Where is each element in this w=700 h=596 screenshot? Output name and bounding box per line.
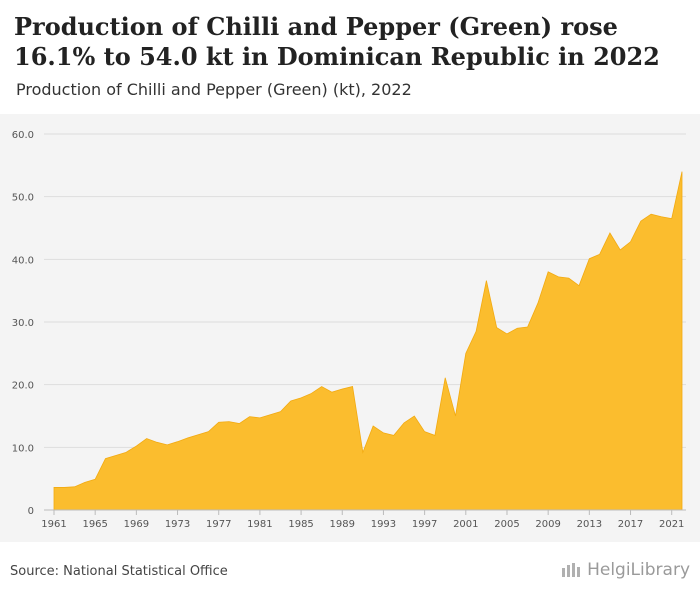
y-tick-label: 60.0: [12, 130, 34, 141]
production-area-series: [53, 171, 683, 511]
x-tick-label: 1969: [124, 519, 149, 530]
x-tick-label: 1961: [41, 519, 66, 530]
x-tick-label: 2001: [453, 519, 478, 530]
library-logo-icon: [562, 563, 581, 577]
y-tick-label: 0: [28, 506, 34, 517]
x-tick-label: 1965: [82, 519, 107, 530]
brand-name: HelgiLibrary: [587, 560, 690, 580]
x-tick-label: 1993: [371, 519, 396, 530]
x-tick-label: 2017: [618, 519, 643, 530]
chart-subtitle: Production of Chilli and Pepper (Green) …: [16, 80, 412, 99]
y-tick-label: 20.0: [12, 381, 34, 392]
y-tick-label: 10.0: [12, 443, 34, 454]
x-tick-label: 1977: [206, 519, 231, 530]
x-tick-label: 2009: [535, 519, 560, 530]
x-tick-label: 1973: [165, 519, 190, 530]
source-note: Source: National Statistical Office: [10, 564, 228, 579]
brand-logo: HelgiLibrary: [561, 560, 690, 580]
footer: Source: National Statistical Office Helg…: [0, 542, 700, 596]
x-tick-label: 2005: [494, 519, 519, 530]
y-tick-label: 50.0: [12, 193, 34, 204]
y-tick-label: 40.0: [12, 255, 34, 266]
x-tick-label: 1981: [247, 519, 272, 530]
x-tick-label: 1989: [330, 519, 355, 530]
x-tick-label: 1997: [412, 519, 437, 530]
x-axis-ticks: 1961 1965 1969 1973 1977 1981 1985 1989 1993 1997…: [41, 510, 684, 530]
x-tick-label: 2013: [577, 519, 602, 530]
x-tick-label: 1985: [288, 519, 313, 530]
x-tick-label: 2021: [659, 519, 684, 530]
y-tick-label: 30.0: [12, 318, 34, 329]
chart-title: Production of Chilli and Pepper (Green) …: [14, 12, 660, 71]
y-axis-ticks: 0 10.0 20.0 30.0 40.0 50.0 60.0: [12, 130, 34, 517]
